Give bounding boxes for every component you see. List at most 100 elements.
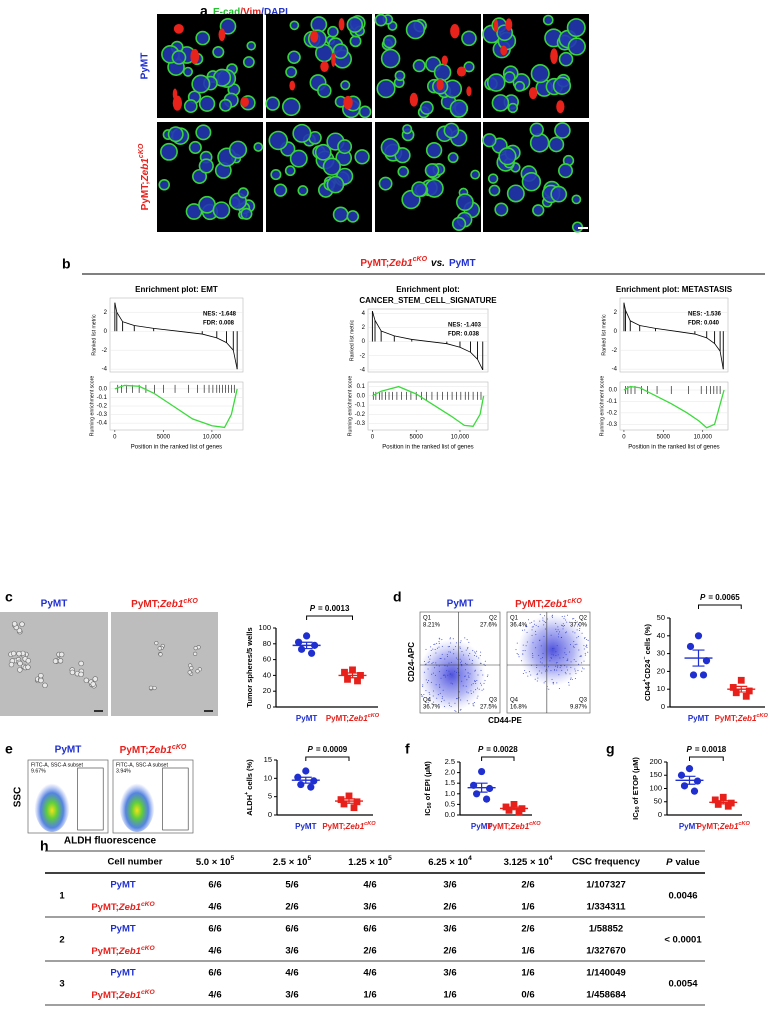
error-bar bbox=[343, 798, 355, 804]
flow-event bbox=[470, 692, 472, 694]
es-curve bbox=[114, 384, 238, 429]
vim-signal bbox=[338, 18, 345, 31]
sphere-cell bbox=[38, 672, 44, 679]
flow-event bbox=[555, 665, 557, 667]
ko-sup: cKO bbox=[141, 901, 155, 908]
cell bbox=[273, 183, 288, 197]
flow-event bbox=[516, 642, 518, 644]
point bbox=[310, 777, 318, 785]
category-label: PyMT bbox=[688, 714, 709, 723]
column-header: 3.125 × 104 bbox=[504, 855, 553, 868]
sphere-cell bbox=[10, 650, 17, 657]
flow-event bbox=[578, 663, 580, 665]
error-bar bbox=[683, 775, 696, 785]
flow-event bbox=[448, 702, 450, 704]
error-bar bbox=[508, 806, 520, 811]
x-axis-label: Position in the ranked list of genes bbox=[382, 445, 473, 451]
cell bbox=[158, 178, 170, 191]
cell bbox=[433, 63, 452, 82]
flow-event bbox=[567, 669, 569, 671]
flow-event bbox=[562, 623, 564, 625]
table-cell: 2/6 bbox=[285, 902, 298, 913]
flow-event bbox=[573, 641, 575, 643]
cell bbox=[242, 56, 255, 69]
vim-signal bbox=[331, 52, 336, 67]
flow-event bbox=[544, 665, 546, 667]
ko-gene: Zeb1 bbox=[148, 745, 173, 756]
flow-event bbox=[543, 682, 545, 684]
dose-exponent: 4 bbox=[549, 855, 553, 862]
flow-event bbox=[577, 623, 579, 625]
experiment-id: 2 bbox=[59, 935, 64, 946]
flow-event bbox=[557, 636, 559, 638]
p-value: P = 0.0018 bbox=[687, 745, 727, 754]
flow-event bbox=[545, 670, 547, 672]
cell bbox=[354, 149, 370, 165]
csc-frequency: 1/107327 bbox=[586, 880, 626, 891]
fdr: FDR: 0.040 bbox=[688, 321, 720, 327]
flow-event bbox=[573, 618, 575, 620]
table-cell: 6/6 bbox=[363, 924, 376, 935]
flow-event bbox=[569, 673, 571, 675]
y-tick-label: 2 bbox=[104, 310, 108, 316]
flow-event bbox=[537, 677, 539, 679]
flow-event bbox=[459, 647, 461, 649]
cell bbox=[292, 123, 312, 143]
flow-event bbox=[562, 625, 564, 627]
flow-event bbox=[458, 674, 460, 676]
flow-event bbox=[584, 654, 586, 656]
y-tick-label: 20 bbox=[657, 666, 665, 675]
dose-base: 6.25 × 10 bbox=[428, 857, 468, 868]
ko-sup: cKO bbox=[413, 256, 428, 263]
ko-prefix: PyMT; bbox=[322, 822, 345, 831]
y-tick-label: 1.5 bbox=[445, 778, 455, 787]
flow-event bbox=[586, 639, 588, 641]
cell bbox=[327, 25, 339, 38]
label-part: cells (%) bbox=[643, 623, 652, 656]
ko-prefix: PyMT; bbox=[697, 822, 720, 831]
vim-signal bbox=[310, 30, 319, 43]
flow-event bbox=[456, 671, 458, 673]
ko-prefix: PyMT; bbox=[326, 714, 349, 723]
category-label: PyMT;Zeb1cKO bbox=[91, 945, 155, 957]
x-tick-label: 5000 bbox=[157, 435, 171, 441]
metric-line bbox=[114, 302, 238, 370]
flow-event bbox=[432, 672, 434, 674]
flow-event bbox=[471, 659, 473, 661]
point bbox=[745, 687, 753, 695]
flow-event bbox=[427, 661, 429, 663]
y-axis-label: Running enrichment score bbox=[89, 376, 95, 437]
flow-event bbox=[572, 631, 574, 633]
point bbox=[345, 792, 353, 800]
label-part: IC bbox=[423, 808, 432, 816]
flow-event bbox=[531, 634, 533, 636]
p-text: = 0.0009 bbox=[316, 745, 348, 754]
flow-event bbox=[477, 695, 479, 697]
category-label: PyMT bbox=[55, 745, 82, 756]
sphere-cell bbox=[92, 676, 98, 682]
flow-event bbox=[566, 666, 568, 668]
cell bbox=[317, 83, 332, 98]
x-tick-label: 10,000 bbox=[451, 435, 470, 441]
y-tick-label: -0.1 bbox=[97, 395, 108, 401]
flow-event bbox=[562, 657, 564, 659]
gate-percent: 9.67% bbox=[31, 768, 46, 774]
ko-gene: Zeb1 bbox=[509, 822, 529, 831]
point bbox=[694, 632, 703, 640]
table-cell: 4/6 bbox=[208, 946, 221, 957]
flow-event bbox=[444, 665, 446, 667]
significance-bracket bbox=[689, 756, 724, 761]
y-tick-label: -0.3 bbox=[355, 421, 366, 427]
p-text: = 0.0018 bbox=[695, 745, 727, 754]
ko-prefix: PyMT; bbox=[91, 990, 118, 1001]
flow-event bbox=[565, 632, 567, 634]
flow-event bbox=[542, 619, 544, 621]
flow-event bbox=[533, 623, 535, 625]
cell bbox=[405, 20, 426, 40]
panel-label: a bbox=[200, 3, 208, 19]
point bbox=[295, 638, 303, 646]
flow-event bbox=[437, 694, 439, 696]
flow-event bbox=[551, 678, 553, 680]
flow-event bbox=[438, 704, 440, 706]
